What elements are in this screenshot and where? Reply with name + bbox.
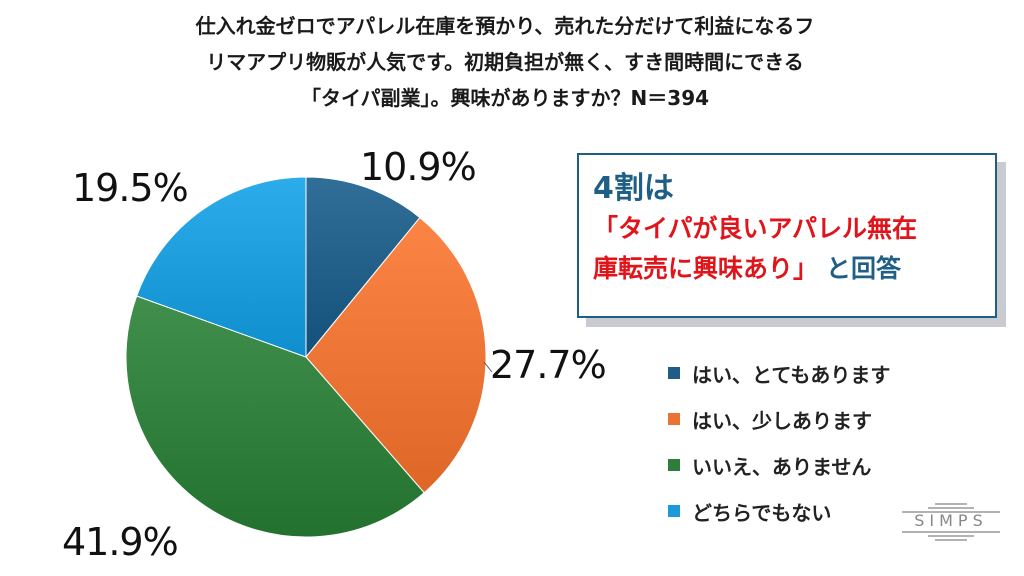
title-line-2: リマアプリ物販が人気です。初期負担が無く、すき間時間にできる <box>206 50 804 74</box>
slice-label-very-interested: 10.9% <box>360 145 477 189</box>
logo-frame <box>902 503 1000 541</box>
legend-label: いいえ、ありません <box>692 454 872 479</box>
legend-label: はい、とてもあります <box>692 362 891 387</box>
chart-legend: はい、とてもあります はい、少しあります いいえ、ありません どちらでもない <box>668 350 890 534</box>
callout-line-1: 「タイパが良いアパレル無在 <box>593 209 985 249</box>
callout-headline: 4割は <box>593 171 674 206</box>
slice-label-neither: 19.5% <box>72 166 189 210</box>
legend-item: いいえ、ありません <box>668 442 890 488</box>
pie-slice-4 <box>136 176 307 358</box>
callout-red-text-2: 庫転売に興味あり」 <box>593 254 819 283</box>
legend-swatch <box>668 505 680 517</box>
legend-item: はい、少しあります <box>668 396 890 442</box>
title-line-3: 「タイパ副業」。興味がありますか？N＝394 <box>300 86 710 110</box>
legend-item: どちらでもない <box>668 488 890 534</box>
simps-logo: SIMPS <box>900 500 1002 542</box>
callout-line-2: 庫転売に興味あり」 と回答 <box>593 249 985 289</box>
slice-label-somewhat-interested: 27.7% <box>490 343 607 387</box>
leader-line <box>483 361 493 373</box>
legend-swatch <box>668 459 680 471</box>
slice-label-not-interested: 41.9% <box>62 520 179 564</box>
legend-label: はい、少しあります <box>692 408 872 433</box>
title-line-1: 仕入れ金ゼロでアパレル在庫を預かり、売れた分だけて利益になるフ <box>195 14 815 38</box>
summary-callout: 4割は 「タイパが良いアパレル無在 庫転売に興味あり」 と回答 <box>577 153 997 318</box>
pie-slice-1 <box>305 176 421 359</box>
callout-blue-text: と回答 <box>826 254 902 283</box>
pie-slice-2 <box>305 216 487 494</box>
legend-swatch <box>668 367 680 379</box>
logo-text: SIMPS <box>914 511 988 530</box>
callout-red-text-1: 「タイパが良いアパレル無在 <box>593 214 918 243</box>
pie-slice-3 <box>125 295 425 538</box>
chart-title: 仕入れ金ゼロでアパレル在庫を預かり、売れた分だけて利益になるフ リマアプリ物販が… <box>90 8 920 116</box>
legend-item: はい、とてもあります <box>668 350 890 396</box>
legend-label: どちらでもない <box>692 500 832 525</box>
legend-swatch <box>668 413 680 425</box>
